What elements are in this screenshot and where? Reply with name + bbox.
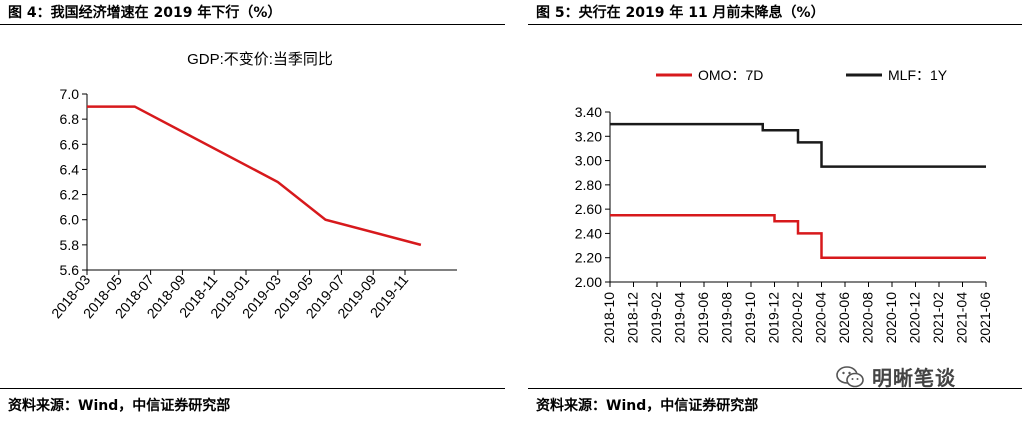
y-tick-label: 3.00 — [575, 153, 602, 169]
watermark-text: 明晰笔谈 — [872, 366, 956, 390]
y-tick-label: 6.0 — [60, 212, 80, 228]
left-top-rule — [0, 24, 505, 25]
right-top-rule — [528, 24, 1022, 25]
y-tick-label: 2.00 — [575, 274, 602, 290]
x-tick-label: 2018-12 — [625, 292, 641, 344]
x-tick-label: 2018-10 — [601, 292, 617, 344]
x-tick-label: 2019-08 — [719, 292, 735, 344]
series-line — [87, 105, 422, 247]
x-tick-label: 2019-12 — [766, 292, 782, 344]
legend-label: MLF：1Y — [888, 67, 948, 83]
y-tick-label: 5.6 — [60, 262, 80, 278]
legend-label: OMO：7D — [698, 67, 763, 83]
series-line — [610, 213, 986, 259]
x-tick-label: 2019-02 — [648, 292, 664, 344]
right-figure-panel: 图 5：央行在 2019 年 11 月前未降息（%） 2.00 2.20 2.40 2… — [528, 0, 1022, 422]
y-tick-label: 2.20 — [575, 250, 602, 266]
right-source-note: 资料来源：Wind，中信证券研究部 — [536, 398, 759, 414]
y-tick-label: 6.6 — [60, 136, 80, 152]
x-tick-label: 2020-02 — [789, 292, 805, 344]
x-tick-label: 2020-06 — [836, 292, 852, 344]
watermark: 明晰笔谈 — [836, 362, 956, 391]
y-tick-label: 6.2 — [60, 187, 80, 203]
y-tick-label: 5.8 — [60, 237, 80, 253]
left-figure-title: 图 4：我国经济增速在 2019 年下行（%） — [8, 5, 282, 21]
x-tick-label: 2020-08 — [860, 292, 876, 344]
y-tick-label: 6.8 — [60, 111, 80, 127]
y-tick-label: 7.0 — [60, 86, 80, 102]
chart-title: GDP:不变价:当季同比 — [187, 51, 333, 68]
y-tick-label: 6.4 — [60, 161, 80, 177]
x-tick-label: 2021-04 — [954, 292, 970, 344]
x-tick-label: 2021-02 — [930, 292, 946, 344]
left-bottom-rule — [0, 388, 505, 389]
x-tick-label: 2020-10 — [883, 292, 899, 344]
rates-step-chart: 2.00 2.20 2.40 2.60 2.80 3.00 3.20 3.40 2018-10 2… — [575, 67, 993, 344]
wechat-icon — [836, 365, 864, 387]
left-figure-panel: 图 4：我国经济增速在 2019 年下行（%） GDP:不变价:当季同比 5.6 5… — [0, 0, 505, 422]
x-tick-label: 2021-06 — [977, 292, 993, 344]
gdp-line-chart: GDP:不变价:当季同比5.65.86.06.26.46.66.87.02018… — [48, 51, 457, 321]
x-tick-label: 2019-10 — [742, 292, 758, 344]
y-tick-label: 2.80 — [575, 177, 602, 193]
x-tick-label: 2020-04 — [813, 292, 829, 344]
right-figure-title: 图 5：央行在 2019 年 11 月前未降息（%） — [536, 5, 825, 21]
y-tick-label: 2.60 — [575, 201, 602, 217]
y-tick-label: 2.40 — [575, 225, 602, 241]
x-tick-label: 2020-12 — [907, 292, 923, 344]
x-tick-label: 2019-04 — [672, 292, 688, 344]
right-bottom-rule — [528, 388, 1022, 389]
y-tick-label: 3.40 — [575, 104, 602, 120]
left-source-note: 资料来源：Wind，中信证券研究部 — [8, 398, 231, 414]
x-tick-label: 2019-06 — [695, 292, 711, 344]
series-line — [610, 122, 986, 168]
y-tick-label: 3.20 — [575, 128, 602, 144]
